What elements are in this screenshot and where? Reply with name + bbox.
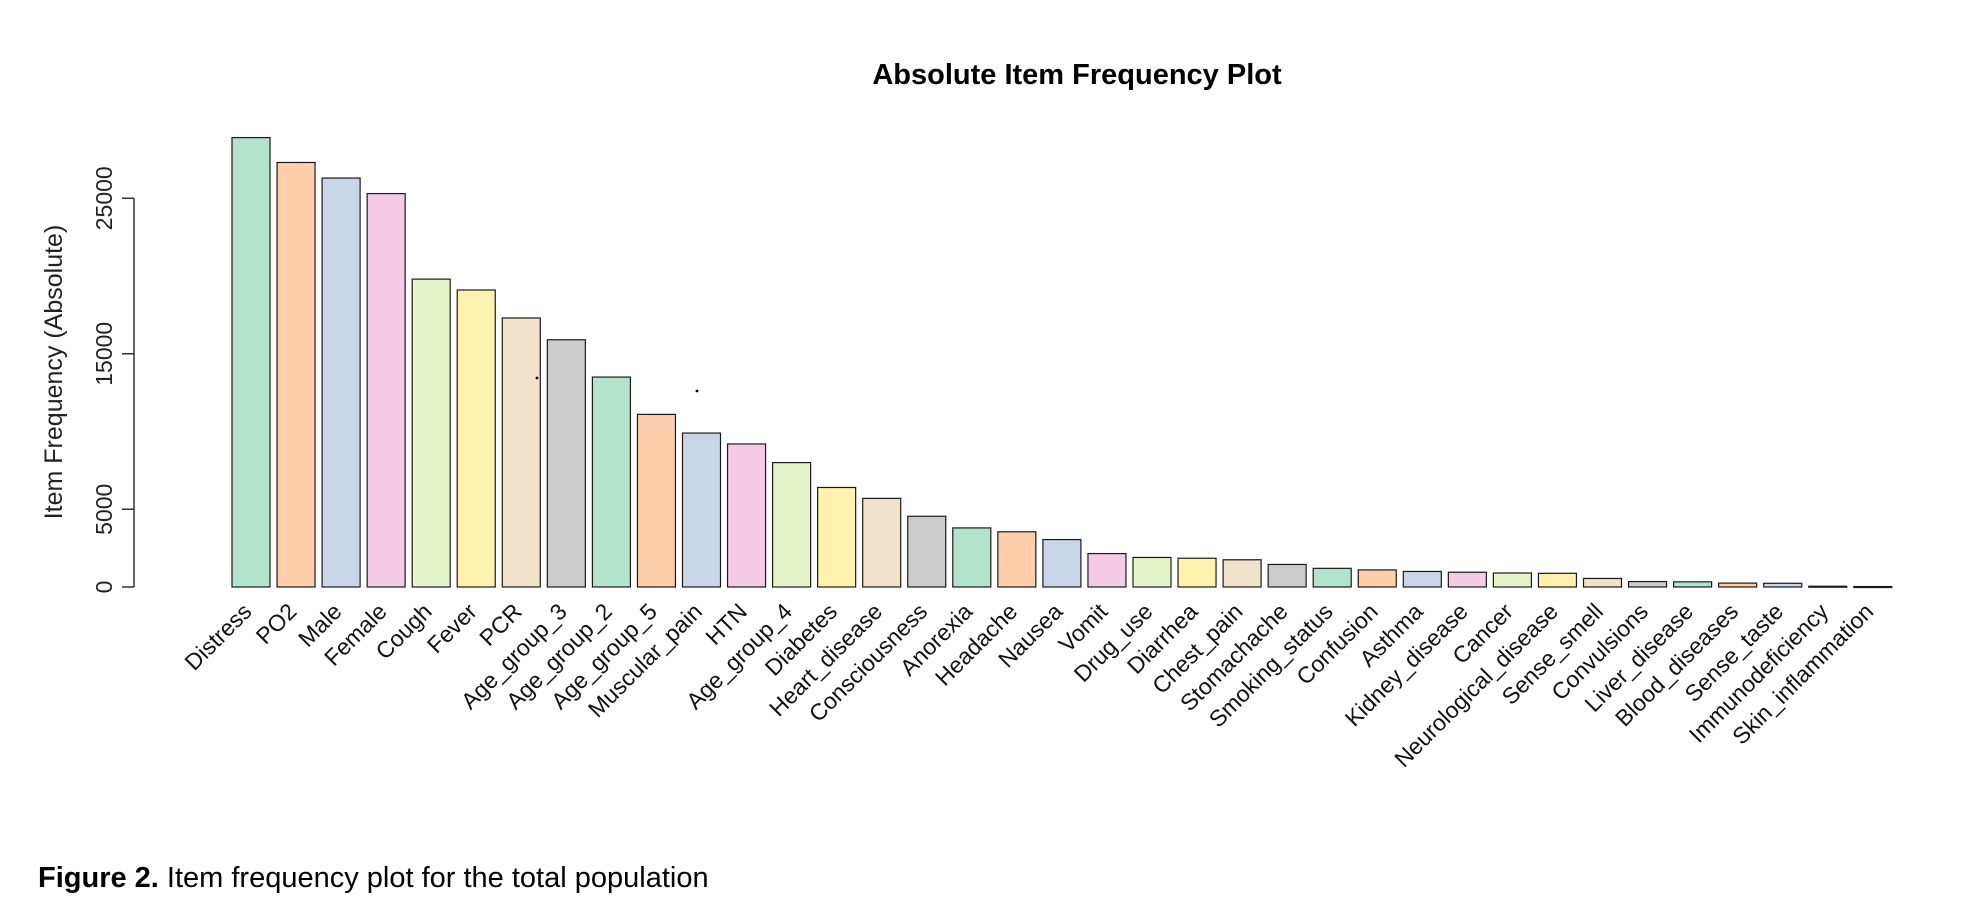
bar-stomachache [1267, 563, 1307, 588]
category-labels-group: DistressPO2MaleFemaleCoughFeverPCRAge_gr… [179, 598, 1878, 772]
bar-chest-pain [1222, 559, 1262, 588]
bar-asthma [1402, 570, 1442, 588]
bar-cough [411, 278, 451, 588]
bar-blood-diseases [1718, 582, 1758, 588]
bar-skin-inflammation [1853, 585, 1893, 589]
bar-immunodeficiency [1808, 585, 1848, 588]
bar-po2 [276, 161, 316, 588]
y-tick-label: 25000 [91, 166, 117, 230]
x-category-label: Distress [179, 598, 256, 675]
bar-age-group-3 [546, 339, 586, 588]
bar-age-group-5 [636, 413, 677, 588]
bar-diarrhea [1177, 557, 1217, 588]
bar-age-group-4 [771, 462, 812, 588]
bar-liver-disease [1672, 581, 1713, 588]
bar-sense-smell [1582, 577, 1623, 588]
bar-vomit [1087, 552, 1127, 588]
y-axis-title: Item Frequency (Absolute) [40, 225, 68, 520]
bar-cancer [1492, 572, 1533, 588]
bar-nausea [1042, 538, 1082, 588]
figure-caption: Figure 2. Item frequency plot for the to… [38, 862, 709, 895]
bar-confusion [1357, 569, 1397, 588]
bar-distress [231, 137, 271, 588]
y-axis: 0 5000 15000 25000 [91, 166, 135, 594]
bar-kidney-disease [1447, 571, 1487, 588]
y-tick-label: 5000 [91, 484, 117, 535]
bar-smoking-status [1312, 567, 1352, 588]
bar-muscular-pain [681, 432, 722, 588]
bar-convulsions [1627, 580, 1668, 588]
chart-title: Absolute Item Frequency Plot [872, 59, 1282, 91]
bar-neurological-disease [1537, 572, 1578, 588]
figure-caption-label: Figure 2. [38, 862, 159, 894]
y-tick-label: 0 [91, 581, 117, 594]
figure-caption-text: Item frequency plot for the total popula… [158, 862, 709, 894]
bar-headache [997, 531, 1037, 588]
bar-drug-use [1132, 556, 1172, 588]
bar-sense-taste [1763, 582, 1803, 588]
x-category-label: PO2 [251, 598, 302, 649]
stray-dot [695, 389, 699, 393]
x-category-label: Fever [422, 598, 482, 658]
bar-pcr [501, 317, 541, 588]
bar-anorexia [952, 527, 992, 588]
bar-fever [456, 289, 496, 588]
bar-consciousness [907, 515, 947, 588]
bars-group [231, 137, 1893, 589]
y-tick-label: 15000 [91, 322, 117, 386]
bar-diabetes [817, 486, 857, 588]
bar-heart-disease [862, 497, 902, 588]
stray-dot [535, 376, 539, 380]
bar-htn [726, 443, 767, 588]
bar-male [321, 177, 361, 588]
bar-age-group-2 [591, 376, 632, 588]
bar-female [366, 192, 406, 588]
